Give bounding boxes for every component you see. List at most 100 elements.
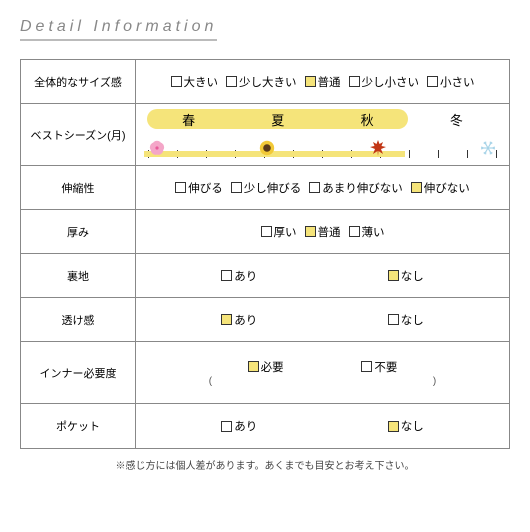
timeline-tick (438, 150, 439, 158)
option-label: なし (401, 312, 424, 328)
value-cell: 大きい 少し大きい 普通 少し小さい 小さい (136, 60, 509, 103)
option-label: 必要 (261, 359, 284, 375)
option-label: なし (401, 268, 424, 284)
footnote: ※感じ方には個人差があります。あくまでも目安とお考え下さい。 (20, 457, 510, 472)
option: 伸びない (411, 180, 470, 196)
option: なし (388, 418, 424, 434)
row-label: 厚み (21, 210, 136, 253)
option-label: なし (401, 418, 424, 434)
checkbox-icon (305, 76, 316, 87)
table-row: 裏地 あり なし (21, 254, 509, 298)
row-label: 全体的なサイズ感 (21, 60, 136, 103)
checkbox-icon (231, 182, 242, 193)
option-label: 小さい (440, 74, 475, 90)
checkbox-icon (427, 76, 438, 87)
checkbox-icon (388, 421, 399, 432)
checkbox-icon (221, 314, 232, 325)
checkbox-icon (261, 226, 272, 237)
season-label: 春 (182, 110, 195, 129)
option-label: 少し伸びる (244, 180, 302, 196)
checkbox-icon (221, 421, 232, 432)
table-row: 透け感 あり なし (21, 298, 509, 342)
option: 普通 (305, 224, 341, 240)
checkbox-icon (388, 314, 399, 325)
row-label: ベストシーズン(月) (21, 104, 136, 165)
option-label: 普通 (318, 224, 341, 240)
option: 必要 (248, 359, 284, 375)
row-label: インナー必要度 (21, 342, 136, 403)
option: なし (388, 268, 424, 284)
table-row: インナー必要度必要不要() (21, 342, 509, 404)
checkbox-icon (305, 226, 316, 237)
value-cell: あり なし (136, 254, 509, 297)
row-label: 透け感 (21, 298, 136, 341)
paren-left: ( (209, 376, 212, 387)
checkbox-icon (349, 76, 360, 87)
row-label: ポケット (21, 404, 136, 448)
option: なし (388, 312, 424, 328)
value-cell: あり なし (136, 404, 509, 448)
checkbox-icon (248, 361, 259, 372)
option-label: あり (234, 312, 257, 328)
option: 少し伸びる (231, 180, 302, 196)
option-label: 伸びる (188, 180, 223, 196)
option-label: あり (234, 418, 257, 434)
checkbox-icon (309, 182, 320, 193)
option: 厚い (261, 224, 297, 240)
option-label: あまり伸びない (322, 180, 403, 196)
option: 薄い (349, 224, 385, 240)
option-label: 厚い (274, 224, 297, 240)
option: 小さい (427, 74, 475, 90)
checkbox-icon (175, 182, 186, 193)
table-row: ポケット あり なし (21, 404, 509, 448)
option: あり (221, 418, 257, 434)
option: 伸びる (175, 180, 223, 196)
detail-table: 全体的なサイズ感大きい少し大きい普通少し小さい小さいベストシーズン(月)春夏秋冬… (20, 59, 510, 449)
option-label: 普通 (318, 74, 341, 90)
sunflower-icon (258, 139, 276, 157)
checkbox-icon (226, 76, 237, 87)
option-label: 少し小さい (362, 74, 420, 90)
value-cell: あり なし (136, 298, 509, 341)
option: あり (221, 268, 257, 284)
paren-right: ) (433, 376, 436, 387)
option: 普通 (305, 74, 341, 90)
table-row: 厚み 厚い 普通薄い (21, 210, 509, 254)
snowflake-icon (479, 139, 497, 157)
maple-icon (369, 139, 387, 157)
season-timeline (144, 139, 501, 157)
option-label: 大きい (184, 74, 219, 90)
option: 大きい (171, 74, 219, 90)
checkbox-icon (221, 270, 232, 281)
season-label: 夏 (271, 110, 284, 129)
checkbox-icon (388, 270, 399, 281)
page-title: Detail Information (20, 18, 217, 41)
option-label: あり (234, 268, 257, 284)
table-row: 全体的なサイズ感 大きい 少し大きい 普通 少し小さい 小さい (21, 60, 509, 104)
option: 少し大きい (226, 74, 297, 90)
row-label: 裏地 (21, 254, 136, 297)
option: 少し小さい (349, 74, 420, 90)
option-label: 少し大きい (239, 74, 297, 90)
table-row: 伸縮性伸びる少し伸びるあまり伸びない伸びない (21, 166, 509, 210)
timeline-tick (467, 150, 468, 158)
option: あり (221, 312, 257, 328)
option-label: 伸びない (424, 180, 470, 196)
season-label: 冬 (450, 110, 463, 129)
paren-row: () (209, 376, 437, 387)
checkbox-icon (411, 182, 422, 193)
checkbox-icon (349, 226, 360, 237)
sakura-icon (148, 139, 166, 157)
value-cell: 伸びる 少し伸びる あまり伸びない 伸びない (136, 166, 509, 209)
value-cell: 必要不要() (136, 342, 509, 403)
season-cell: 春夏秋冬 (136, 104, 509, 165)
option: 不要 (361, 359, 397, 375)
timeline-tick (409, 150, 410, 158)
table-row: ベストシーズン(月) 春 夏 秋 冬 (21, 104, 509, 166)
value-cell: 厚い 普通薄い (136, 210, 509, 253)
checkbox-icon (171, 76, 182, 87)
season-label: 秋 (361, 110, 374, 129)
option: あまり伸びない (309, 180, 403, 196)
checkbox-icon (361, 361, 372, 372)
option-label: 不要 (374, 359, 397, 375)
